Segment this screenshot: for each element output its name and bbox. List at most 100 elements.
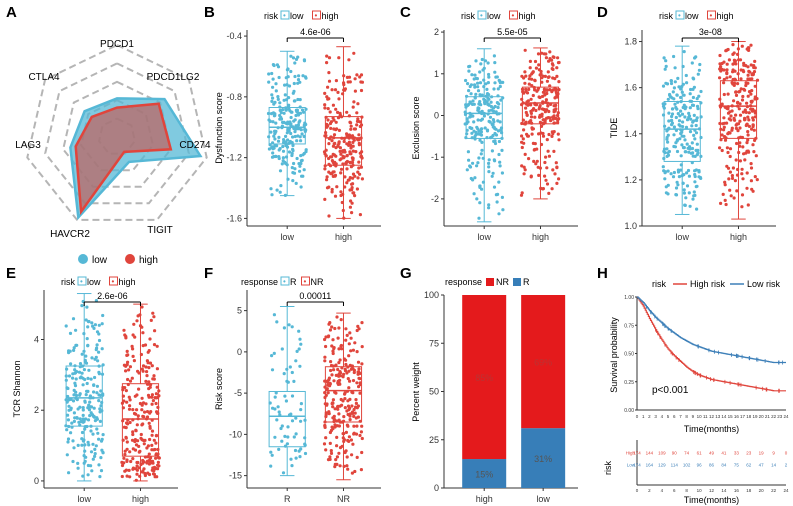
data-point: [524, 106, 528, 110]
data-point: [151, 377, 155, 381]
data-point: [351, 144, 355, 148]
y-tick-label: -1.6: [226, 213, 242, 223]
data-point: [486, 96, 490, 100]
data-point: [670, 114, 674, 119]
panel-letter: E: [6, 265, 16, 282]
data-point: [661, 84, 666, 88]
data-point: [78, 362, 83, 366]
data-point: [120, 463, 125, 468]
data-point: [136, 439, 140, 443]
data-point: [67, 471, 71, 475]
data-point: [552, 110, 556, 114]
data-point: [91, 324, 95, 328]
km-curve-high-risk: [637, 296, 786, 392]
data-point: [466, 82, 470, 86]
panel-letter: D: [597, 4, 608, 21]
data-point: [333, 407, 337, 411]
data-point: [538, 104, 542, 108]
data-point: [91, 442, 95, 446]
data-point: [732, 51, 736, 55]
data-point: [479, 130, 483, 134]
data-point: [545, 166, 549, 170]
data-point: [557, 138, 561, 142]
y-tick-label: 25: [429, 435, 439, 445]
data-point: [500, 195, 504, 199]
y-tick-label: 0: [237, 347, 242, 357]
data-point: [359, 430, 363, 434]
legend-high-icon: [125, 254, 135, 264]
data-point: [347, 75, 352, 79]
data-point: [150, 395, 154, 399]
data-point: [154, 392, 158, 396]
bar-label: 15%: [475, 470, 493, 480]
data-point: [292, 435, 296, 439]
data-point: [299, 419, 303, 423]
data-point: [99, 439, 104, 443]
x-tick-label: 19: [752, 414, 758, 419]
data-point: [496, 129, 501, 133]
data-point: [679, 131, 683, 136]
data-point: [291, 143, 295, 148]
data-point: [487, 206, 491, 210]
data-point: [480, 57, 484, 62]
data-point: [289, 457, 293, 461]
data-point: [360, 156, 364, 160]
data-point: [337, 361, 341, 365]
data-point: [493, 159, 497, 163]
data-point: [125, 459, 129, 463]
data-point: [736, 129, 740, 133]
data-point: [272, 351, 276, 355]
data-point: [740, 44, 744, 48]
data-point: [678, 114, 682, 118]
data-point: [131, 408, 135, 412]
data-point: [270, 368, 275, 372]
data-point: [535, 147, 539, 151]
data-point: [297, 347, 301, 351]
data-point: [349, 152, 353, 156]
data-point: [269, 464, 273, 468]
data-point: [479, 152, 483, 156]
legend-key-icon: [280, 10, 290, 20]
data-point: [331, 338, 335, 342]
data-point: [488, 115, 493, 119]
data-point: [143, 438, 147, 442]
data-point: [347, 140, 351, 144]
data-point: [330, 373, 334, 377]
data-point: [71, 376, 75, 380]
data-point: [740, 205, 744, 209]
panel-letter: F: [204, 265, 213, 282]
data-point: [356, 404, 360, 408]
data-point: [719, 69, 723, 73]
legend-title: risk: [659, 11, 673, 21]
legend-label: High risk: [690, 279, 726, 289]
box-low: [268, 106, 306, 145]
data-point: [522, 91, 526, 95]
data-point: [140, 367, 144, 371]
data-point: [680, 112, 685, 116]
data-point: [276, 139, 281, 143]
data-point: [531, 141, 536, 145]
data-point: [474, 92, 478, 96]
data-point: [282, 138, 286, 142]
data-point: [279, 426, 283, 431]
x-tick-label: 0: [636, 414, 639, 419]
data-point: [355, 381, 359, 385]
data-point: [668, 92, 672, 97]
data-point: [296, 78, 301, 82]
data-point: [270, 99, 274, 103]
data-point: [269, 187, 273, 191]
data-point: [144, 379, 148, 383]
data-point: [677, 119, 682, 123]
data-point: [331, 349, 335, 353]
data-point: [124, 389, 128, 393]
data-point: [469, 176, 473, 181]
data-point: [298, 119, 302, 123]
x-tick-label: NR: [337, 494, 350, 504]
data-point: [330, 325, 334, 329]
data-point: [141, 344, 145, 348]
data-point: [153, 447, 157, 452]
data-point: [294, 181, 298, 185]
data-point: [519, 193, 524, 197]
